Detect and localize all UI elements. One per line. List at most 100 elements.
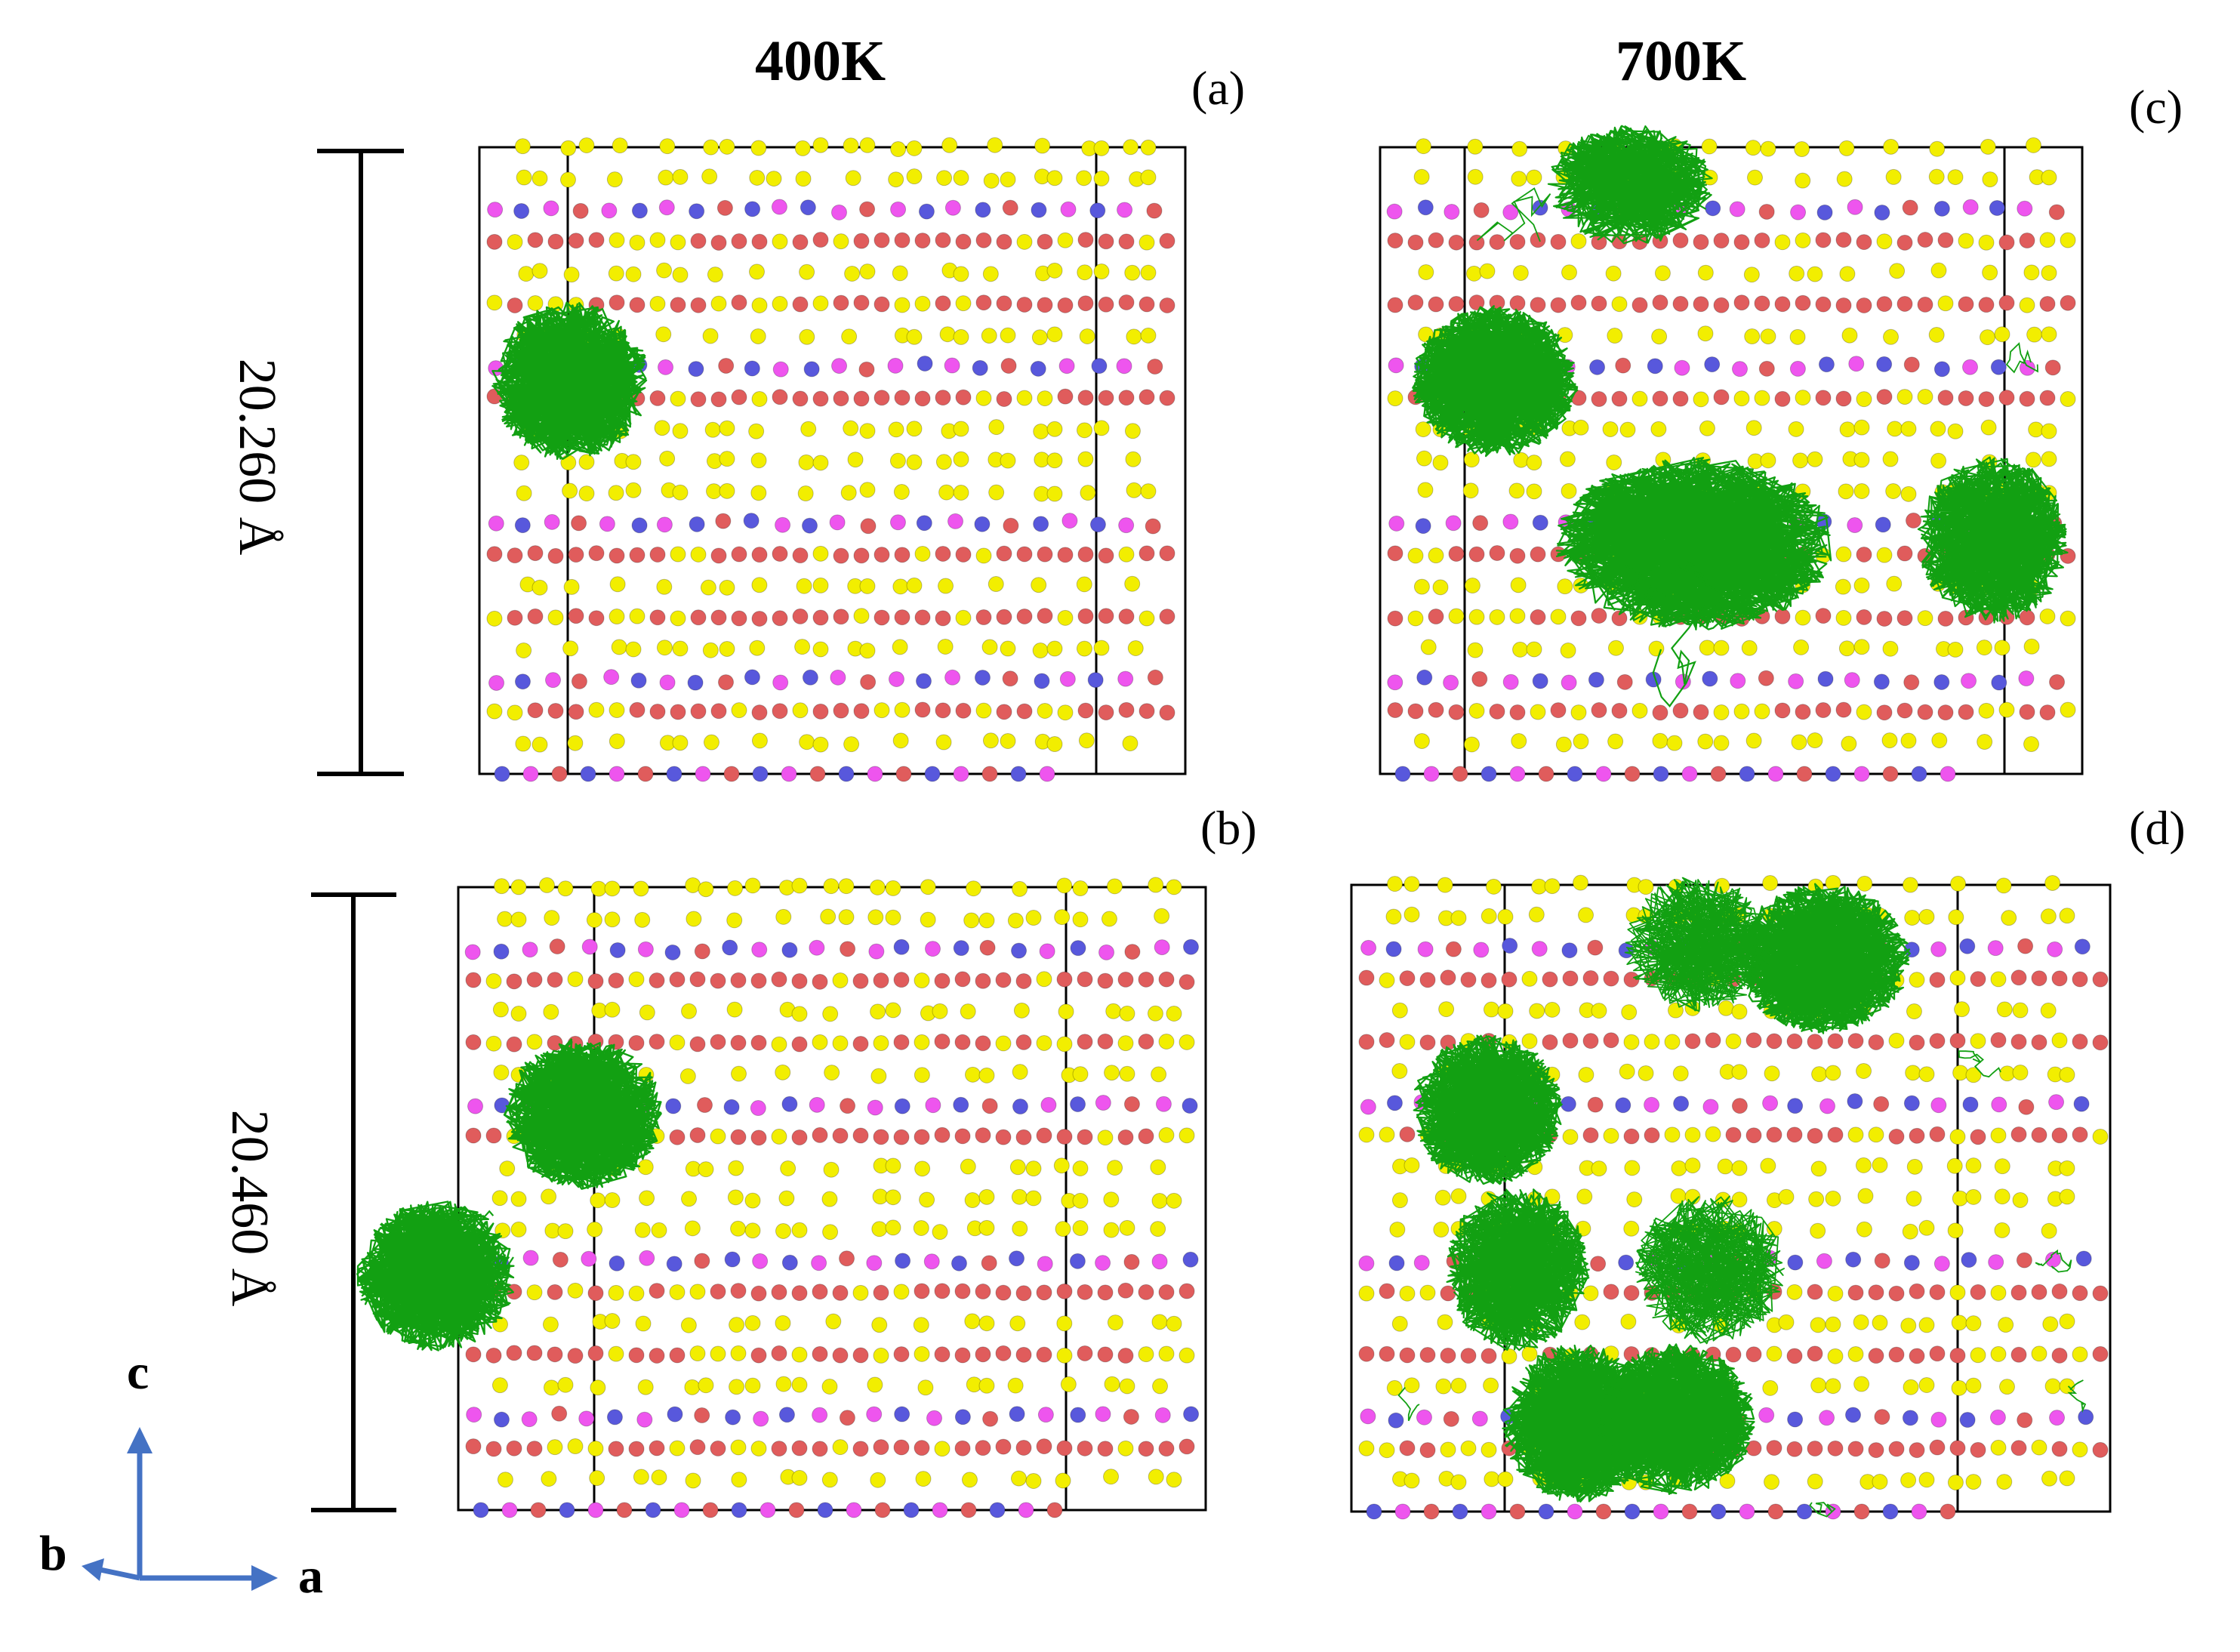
atom — [1902, 199, 1918, 216]
atom — [1704, 356, 1721, 373]
atom — [974, 669, 991, 686]
atom — [1717, 1158, 1733, 1175]
atom — [811, 1255, 827, 1271]
atom — [972, 359, 988, 376]
atom — [1403, 906, 1420, 923]
atom — [669, 1284, 686, 1300]
atom — [2092, 1441, 2109, 1458]
atom — [859, 137, 876, 153]
atom — [995, 1129, 1012, 1145]
atom — [656, 578, 673, 595]
atom — [1664, 1127, 1681, 1143]
atom — [1998, 390, 2015, 406]
atom — [1838, 640, 1855, 657]
trajectory — [356, 1200, 515, 1351]
atom — [833, 233, 849, 250]
atom — [1095, 1255, 1111, 1271]
atom — [2078, 1409, 2094, 1425]
atom — [1835, 609, 1852, 626]
atom — [960, 1158, 976, 1175]
atom — [791, 972, 808, 989]
atom — [689, 1284, 706, 1300]
atom — [710, 703, 727, 720]
atom — [1844, 672, 1860, 689]
atom — [2018, 1099, 2035, 1115]
atom — [1415, 518, 1431, 535]
atom — [1078, 732, 1095, 749]
atom — [1036, 1127, 1052, 1144]
atom — [578, 485, 595, 502]
atom — [719, 640, 735, 657]
atom — [731, 610, 747, 627]
atom — [526, 972, 543, 988]
atom — [918, 203, 935, 220]
atom — [1012, 880, 1028, 897]
atom — [832, 1347, 849, 1364]
atom — [2047, 941, 2063, 957]
atom — [1138, 1346, 1154, 1363]
atom — [581, 1250, 597, 1267]
atom — [1055, 1221, 1071, 1237]
atom — [634, 1222, 651, 1238]
atom — [1526, 455, 1542, 471]
atom — [812, 736, 829, 753]
atom — [634, 911, 651, 928]
atom — [718, 357, 735, 374]
atom — [2072, 971, 2088, 988]
atom — [1530, 297, 1546, 313]
atom — [953, 451, 969, 467]
atom — [1056, 1315, 1073, 1332]
atom — [1159, 704, 1175, 721]
atom — [1159, 545, 1175, 562]
atom — [1140, 169, 1157, 186]
atom — [1965, 1188, 1982, 1205]
atom — [812, 973, 828, 990]
atom — [1573, 874, 1589, 891]
atom — [2051, 1347, 2068, 1364]
atom — [923, 1253, 940, 1270]
atom — [1468, 609, 1485, 625]
atom — [727, 880, 744, 896]
atom — [1931, 732, 1948, 749]
atom — [778, 1407, 795, 1423]
atom — [465, 1034, 482, 1050]
atom — [672, 640, 689, 657]
atom — [1928, 168, 1945, 185]
atom — [1589, 359, 1606, 375]
atom — [809, 1096, 825, 1113]
atom — [666, 766, 682, 782]
atom — [831, 358, 848, 374]
atom — [545, 672, 562, 689]
atom — [1856, 875, 1873, 892]
atom — [1387, 702, 1403, 719]
atom — [1154, 1407, 1171, 1423]
atom — [889, 452, 906, 469]
atom — [1012, 1220, 1028, 1237]
atom — [1896, 545, 1913, 562]
atom — [2019, 704, 2035, 720]
atom — [844, 265, 861, 282]
simulation-box — [478, 146, 1187, 775]
atom — [599, 516, 615, 532]
atom — [953, 766, 969, 782]
atom — [2073, 1096, 2090, 1112]
atom — [852, 1127, 869, 1144]
atom — [947, 513, 964, 529]
atom — [2023, 638, 2040, 655]
atom — [1101, 911, 1117, 927]
atom — [1987, 940, 2004, 957]
atom — [1807, 1473, 1823, 1490]
atom — [688, 361, 704, 378]
atom — [1918, 1219, 1935, 1236]
atom — [840, 1098, 856, 1114]
atom — [1058, 358, 1075, 374]
atom — [654, 420, 670, 436]
atom — [1076, 170, 1092, 186]
atom — [1774, 390, 1791, 407]
atom — [567, 1438, 584, 1455]
atom — [1900, 421, 1917, 437]
atom — [887, 357, 904, 374]
atom — [775, 1064, 791, 1080]
atom — [1016, 703, 1033, 720]
atom — [1465, 265, 1482, 282]
